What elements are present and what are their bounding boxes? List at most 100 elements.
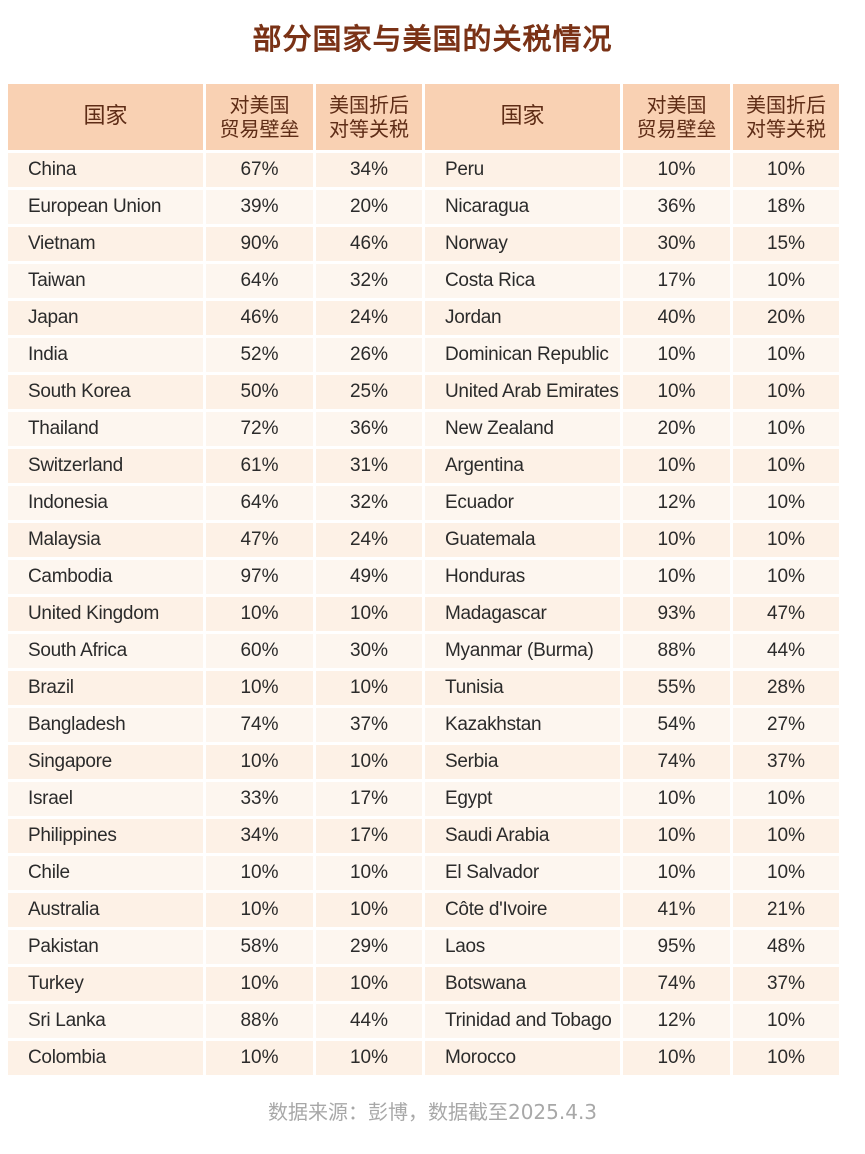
tariff-cell: 17% — [316, 819, 422, 853]
tariff-cell: 10% — [733, 449, 839, 483]
country-cell: Tunisia — [425, 671, 620, 705]
tariff-cell: 31% — [316, 449, 422, 483]
table-header-row: 国家 对美国 贸易壁垒 美国折后 对等关税 — [8, 84, 422, 150]
barrier-cell: 60% — [206, 634, 313, 668]
tariff-cell: 25% — [316, 375, 422, 409]
tariff-cell: 10% — [316, 597, 422, 631]
tariff-cell: 10% — [733, 856, 839, 890]
barrier-cell: 88% — [623, 634, 730, 668]
barrier-cell: 54% — [623, 708, 730, 742]
barrier-cell: 10% — [623, 819, 730, 853]
tariff-cell: 44% — [733, 634, 839, 668]
barrier-cell: 10% — [206, 671, 313, 705]
country-cell: Nicaragua — [425, 190, 620, 224]
barrier-cell: 34% — [206, 819, 313, 853]
country-cell: Vietnam — [8, 227, 203, 261]
tariff-cell: 37% — [316, 708, 422, 742]
table-row: Colombia 10% 10% — [8, 1041, 422, 1075]
barrier-cell: 88% — [206, 1004, 313, 1038]
tariff-cell: 20% — [733, 301, 839, 335]
country-cell: Dominican Republic — [425, 338, 620, 372]
source-note: 数据来源：彭博，数据截至2025.4.3 — [267, 1100, 598, 1124]
table-row: Cambodia 97% 49% — [8, 560, 422, 594]
tariff-cell: 30% — [316, 634, 422, 668]
barrier-cell: 10% — [206, 967, 313, 1001]
barrier-cell: 10% — [623, 560, 730, 594]
barrier-cell: 10% — [623, 153, 730, 187]
tariff-cell: 10% — [733, 153, 839, 187]
tariff-cell: 27% — [733, 708, 839, 742]
tariff-cell: 20% — [316, 190, 422, 224]
country-cell: Australia — [8, 893, 203, 927]
country-cell: Peru — [425, 153, 620, 187]
country-cell: Laos — [425, 930, 620, 964]
tariff-cell: 37% — [733, 967, 839, 1001]
tariff-cell: 46% — [316, 227, 422, 261]
tariff-cell: 24% — [316, 301, 422, 335]
table-row: Bangladesh 74% 37% — [8, 708, 422, 742]
table-row: Turkey 10% 10% — [8, 967, 422, 1001]
country-cell: Trinidad and Tobago — [425, 1004, 620, 1038]
tariff-cell: 44% — [316, 1004, 422, 1038]
tariff-cell: 10% — [733, 412, 839, 446]
tariff-cell: 37% — [733, 745, 839, 779]
tariff-cell: 10% — [316, 745, 422, 779]
country-cell: United Arab Emirates — [425, 375, 620, 409]
header-tariff: 美国折后 对等关税 — [733, 84, 839, 150]
tariff-cell: 10% — [316, 856, 422, 890]
barrier-cell: 17% — [623, 264, 730, 298]
country-cell: Philippines — [8, 819, 203, 853]
header-country: 国家 — [8, 84, 203, 150]
country-cell: Côte d'Ivoire — [425, 893, 620, 927]
country-cell: Israel — [8, 782, 203, 816]
barrier-cell: 67% — [206, 153, 313, 187]
tariff-cell: 10% — [733, 782, 839, 816]
barrier-cell: 95% — [623, 930, 730, 964]
country-cell: Ecuador — [425, 486, 620, 520]
country-cell: Myanmar (Burma) — [425, 634, 620, 668]
barrier-cell: 20% — [623, 412, 730, 446]
country-cell: Morocco — [425, 1041, 620, 1075]
barrier-cell: 64% — [206, 264, 313, 298]
barrier-cell: 10% — [623, 375, 730, 409]
table-row: Vietnam 90% 46% — [8, 227, 422, 261]
tariff-cell: 26% — [316, 338, 422, 372]
table-row: Argentina 10% 10% — [425, 449, 839, 483]
table-row: Nicaragua 36% 18% — [425, 190, 839, 224]
country-cell: Sri Lanka — [8, 1004, 203, 1038]
barrier-cell: 10% — [206, 597, 313, 631]
country-cell: Costa Rica — [425, 264, 620, 298]
table-row: Chile 10% 10% — [8, 856, 422, 890]
country-cell: Brazil — [8, 671, 203, 705]
table-row: El Salvador 10% 10% — [425, 856, 839, 890]
barrier-cell: 97% — [206, 560, 313, 594]
table-row: Peru 10% 10% — [425, 153, 839, 187]
barrier-cell: 90% — [206, 227, 313, 261]
country-cell: Saudi Arabia — [425, 819, 620, 853]
table-row: Laos 95% 48% — [425, 930, 839, 964]
table-row: Malaysia 47% 24% — [8, 523, 422, 557]
tariff-table-left: 国家 对美国 贸易壁垒 美国折后 对等关税 China 67% 34% Europea… — [5, 81, 425, 1078]
tariff-cell: 17% — [316, 782, 422, 816]
tariff-cell: 47% — [733, 597, 839, 631]
table-row: Singapore 10% 10% — [8, 745, 422, 779]
table-row: India 52% 26% — [8, 338, 422, 372]
tariff-cell: 10% — [316, 1041, 422, 1075]
tariff-cell: 28% — [733, 671, 839, 705]
table-body-right: Peru 10% 10% Nicaragua 36% 18% Norway 30% 15% Cos… — [425, 153, 839, 1075]
barrier-cell: 40% — [623, 301, 730, 335]
barrier-cell: 55% — [623, 671, 730, 705]
tariff-cell: 10% — [733, 560, 839, 594]
tariff-cell: 34% — [316, 153, 422, 187]
table-row: Tunisia 55% 28% — [425, 671, 839, 705]
tariff-cell: 10% — [733, 523, 839, 557]
country-cell: Jordan — [425, 301, 620, 335]
tariff-cell: 10% — [733, 1004, 839, 1038]
header-barrier: 对美国 贸易壁垒 — [623, 84, 730, 150]
table-row: Guatemala 10% 10% — [425, 523, 839, 557]
tariff-cell: 32% — [316, 264, 422, 298]
table-row: United Kingdom 10% 10% — [8, 597, 422, 631]
barrier-cell: 12% — [623, 486, 730, 520]
tariff-cell: 49% — [316, 560, 422, 594]
barrier-cell: 10% — [206, 1041, 313, 1075]
